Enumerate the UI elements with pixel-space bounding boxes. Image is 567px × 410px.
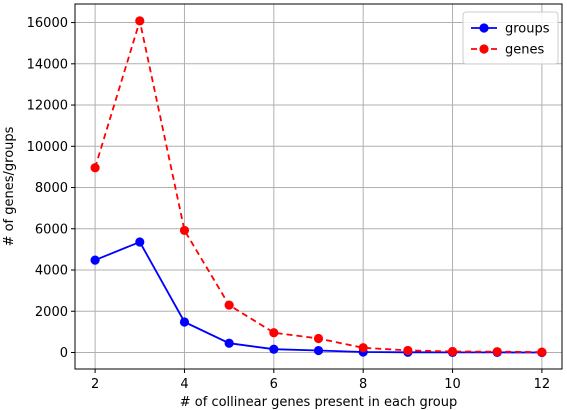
data-point-genes xyxy=(492,347,502,357)
data-point-groups xyxy=(90,255,100,265)
data-point-genes xyxy=(358,343,368,353)
y-tick-label: 0 xyxy=(60,346,68,361)
data-point-genes xyxy=(90,163,100,173)
data-point-groups xyxy=(269,344,279,354)
x-tick-label: 4 xyxy=(180,377,188,392)
data-point-groups xyxy=(179,317,190,327)
data-point-groups xyxy=(135,237,145,247)
data-point-groups xyxy=(224,338,234,348)
x-tick-label: 8 xyxy=(359,377,367,392)
legend-marker-groups xyxy=(479,23,489,33)
data-point-genes xyxy=(135,16,145,26)
y-axis-label: # of genes/groups xyxy=(2,126,17,246)
data-point-genes xyxy=(403,345,413,356)
y-tick-label: 16000 xyxy=(27,16,68,31)
legend-marker-genes xyxy=(479,44,489,54)
x-tick-label: 12 xyxy=(534,377,551,392)
y-tick-label: 14000 xyxy=(27,57,68,72)
ticks: 2 4 6 8 10 12 0 2000 4000 6000 8000 10000 12000 14000… xyxy=(27,16,551,392)
data-point-genes xyxy=(224,300,234,310)
data-point-genes xyxy=(269,328,279,338)
legend: groups genes xyxy=(462,11,559,65)
data-point-genes xyxy=(537,347,547,357)
y-tick-label: 10000 xyxy=(27,140,68,155)
y-tick-label: 12000 xyxy=(27,99,68,114)
legend-label-genes: genes xyxy=(505,43,544,58)
x-axis-label: # of collinear genes present in each gro… xyxy=(180,395,457,410)
y-tick-label: 6000 xyxy=(35,222,68,237)
y-tick-label: 2000 xyxy=(35,305,68,320)
series-line-genes xyxy=(94,17,542,353)
x-tick-label: 2 xyxy=(91,377,99,392)
data-point-genes xyxy=(447,346,458,357)
data-point-genes xyxy=(179,225,190,236)
y-tick-label: 4000 xyxy=(35,264,68,279)
x-tick-label: 10 xyxy=(444,377,461,392)
data-point-genes xyxy=(313,333,324,344)
x-tick-label: 6 xyxy=(270,377,278,392)
series-layer xyxy=(90,16,547,358)
data-point-groups xyxy=(313,345,324,356)
legend-label-groups: groups xyxy=(505,22,550,37)
plot-frame xyxy=(74,3,563,370)
y-tick-label: 8000 xyxy=(35,181,68,196)
